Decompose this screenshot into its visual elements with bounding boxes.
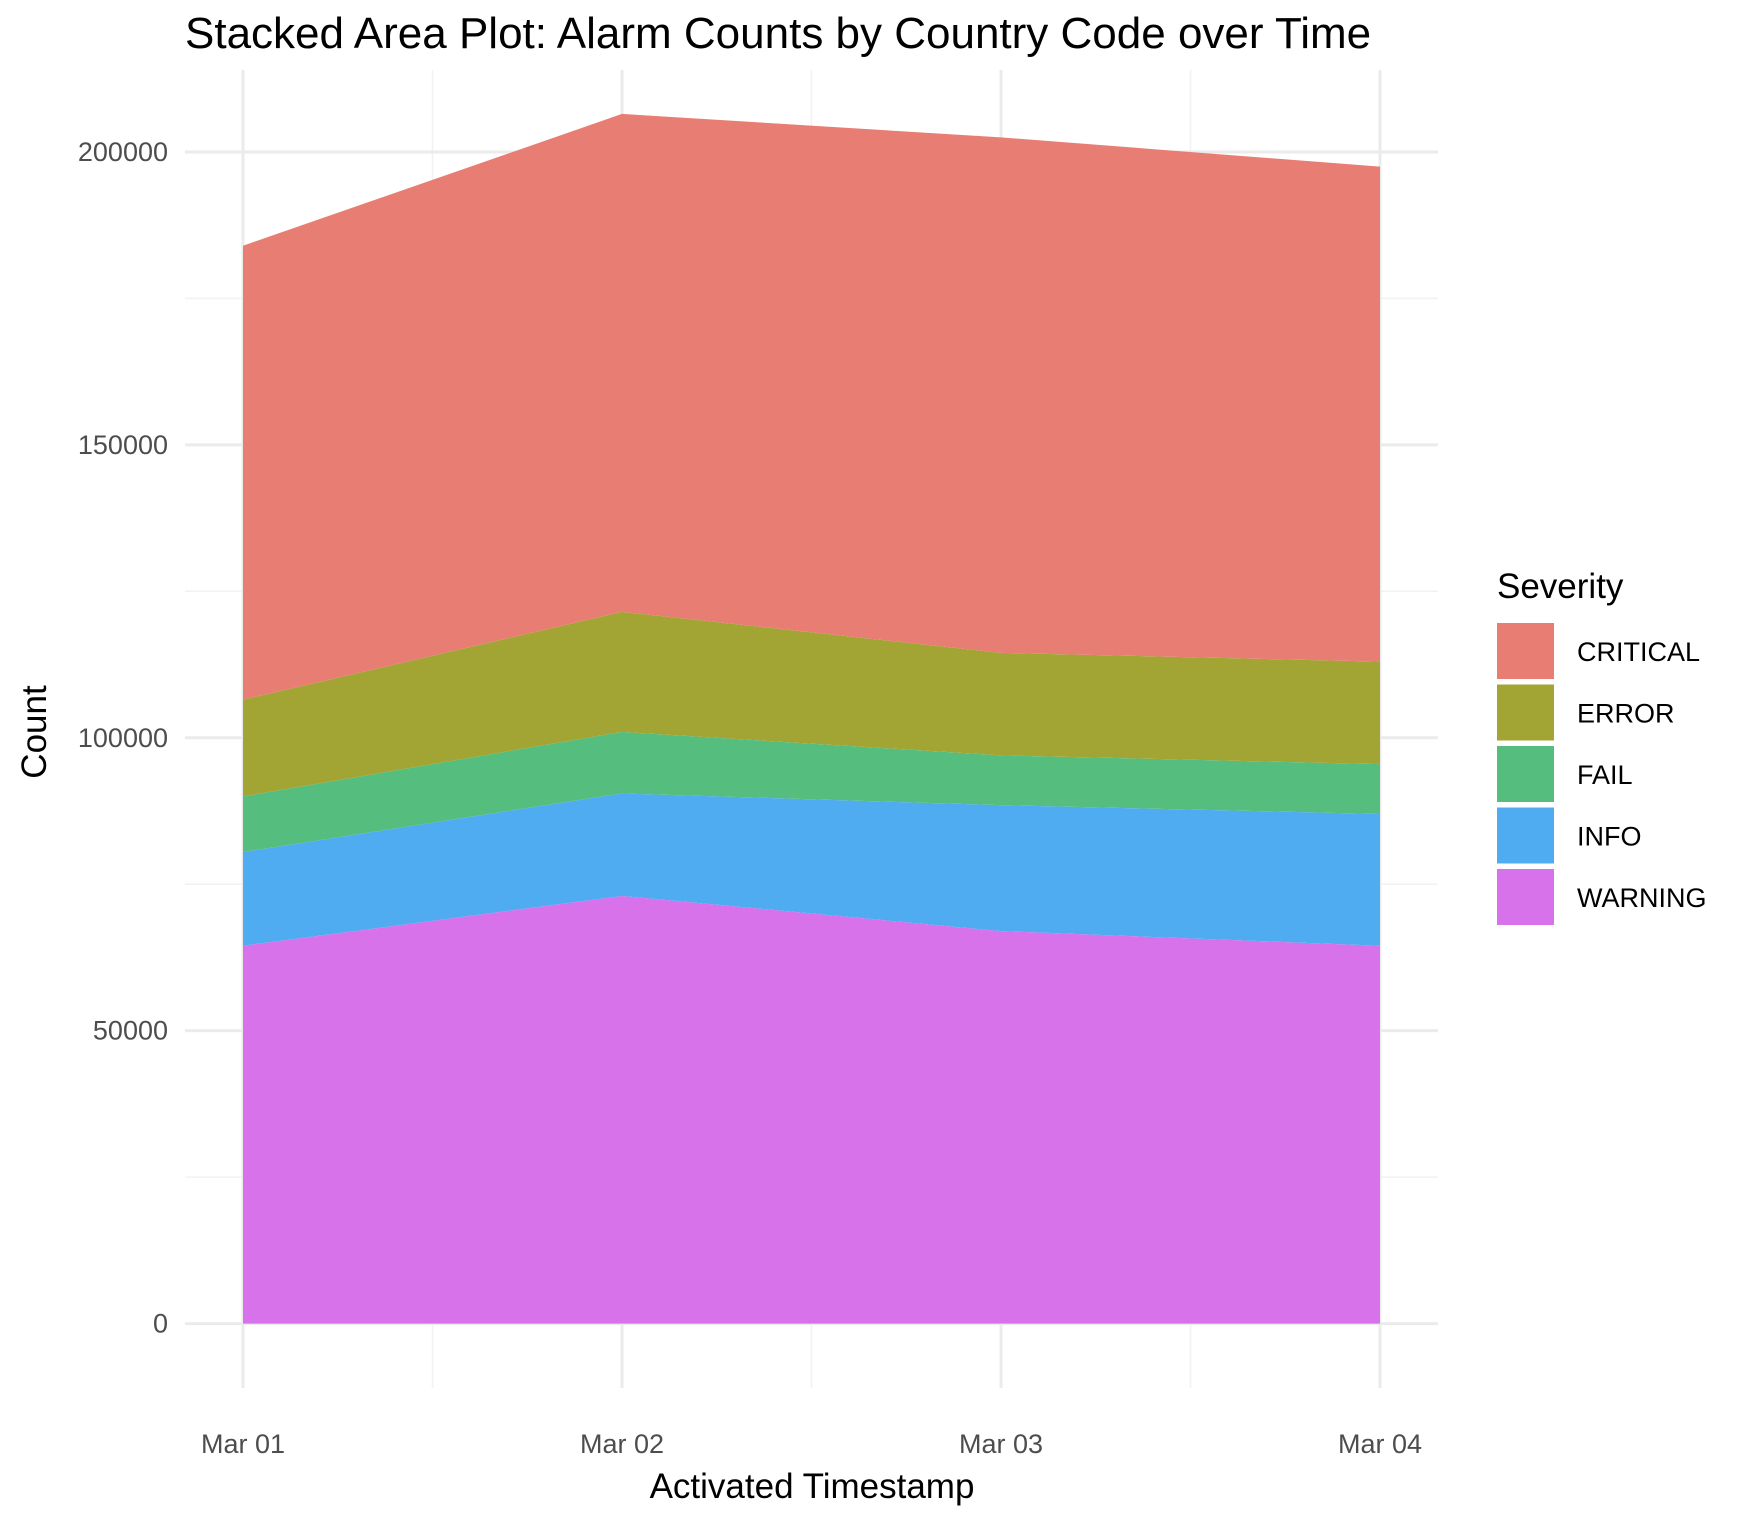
legend-swatch-fail bbox=[1497, 746, 1554, 802]
area-error bbox=[243, 611, 1380, 797]
y-axis-ticks: 0 50000 100000 150000 200000 bbox=[78, 137, 168, 1339]
legend-swatch-warning bbox=[1497, 869, 1554, 925]
area-warning bbox=[243, 895, 1380, 1324]
x-tick-label: Mar 01 bbox=[201, 1429, 285, 1459]
legend: Severity CRITICAL ERROR FAIL INFO WARNING bbox=[1497, 567, 1707, 925]
x-tick-label: Mar 02 bbox=[580, 1429, 664, 1459]
legend-swatch-info bbox=[1497, 807, 1554, 864]
x-axis-ticks: Mar 01 Mar 02 Mar 03 Mar 04 bbox=[201, 1429, 1422, 1459]
area-fail bbox=[243, 731, 1380, 853]
area-layer bbox=[243, 113, 1380, 1324]
x-axis-title: Activated Timestamp bbox=[650, 1467, 975, 1506]
area-info bbox=[243, 793, 1380, 946]
legend-label-fail: FAIL bbox=[1577, 760, 1633, 790]
chart-title: Stacked Area Plot: Alarm Counts by Count… bbox=[185, 9, 1371, 58]
x-tick-label: Mar 03 bbox=[959, 1429, 1043, 1459]
y-tick-label: 0 bbox=[153, 1309, 168, 1339]
y-tick-label: 50000 bbox=[93, 1016, 168, 1046]
legend-label-info: INFO bbox=[1577, 822, 1642, 852]
legend-swatch-error bbox=[1497, 684, 1554, 741]
legend-items: CRITICAL ERROR FAIL INFO WARNING bbox=[1497, 623, 1707, 925]
legend-label-warning: WARNING bbox=[1577, 883, 1707, 913]
legend-label-error: ERROR bbox=[1577, 699, 1675, 729]
legend-label-critical: CRITICAL bbox=[1577, 637, 1700, 667]
y-tick-label: 200000 bbox=[78, 137, 168, 167]
y-axis-title: Count bbox=[15, 685, 54, 779]
legend-swatch-critical bbox=[1497, 623, 1554, 679]
area-critical bbox=[243, 113, 1380, 700]
y-tick-label: 100000 bbox=[78, 723, 168, 753]
y-tick-label: 150000 bbox=[78, 430, 168, 460]
x-tick-label: Mar 04 bbox=[1338, 1429, 1422, 1459]
legend-title: Severity bbox=[1497, 567, 1624, 606]
